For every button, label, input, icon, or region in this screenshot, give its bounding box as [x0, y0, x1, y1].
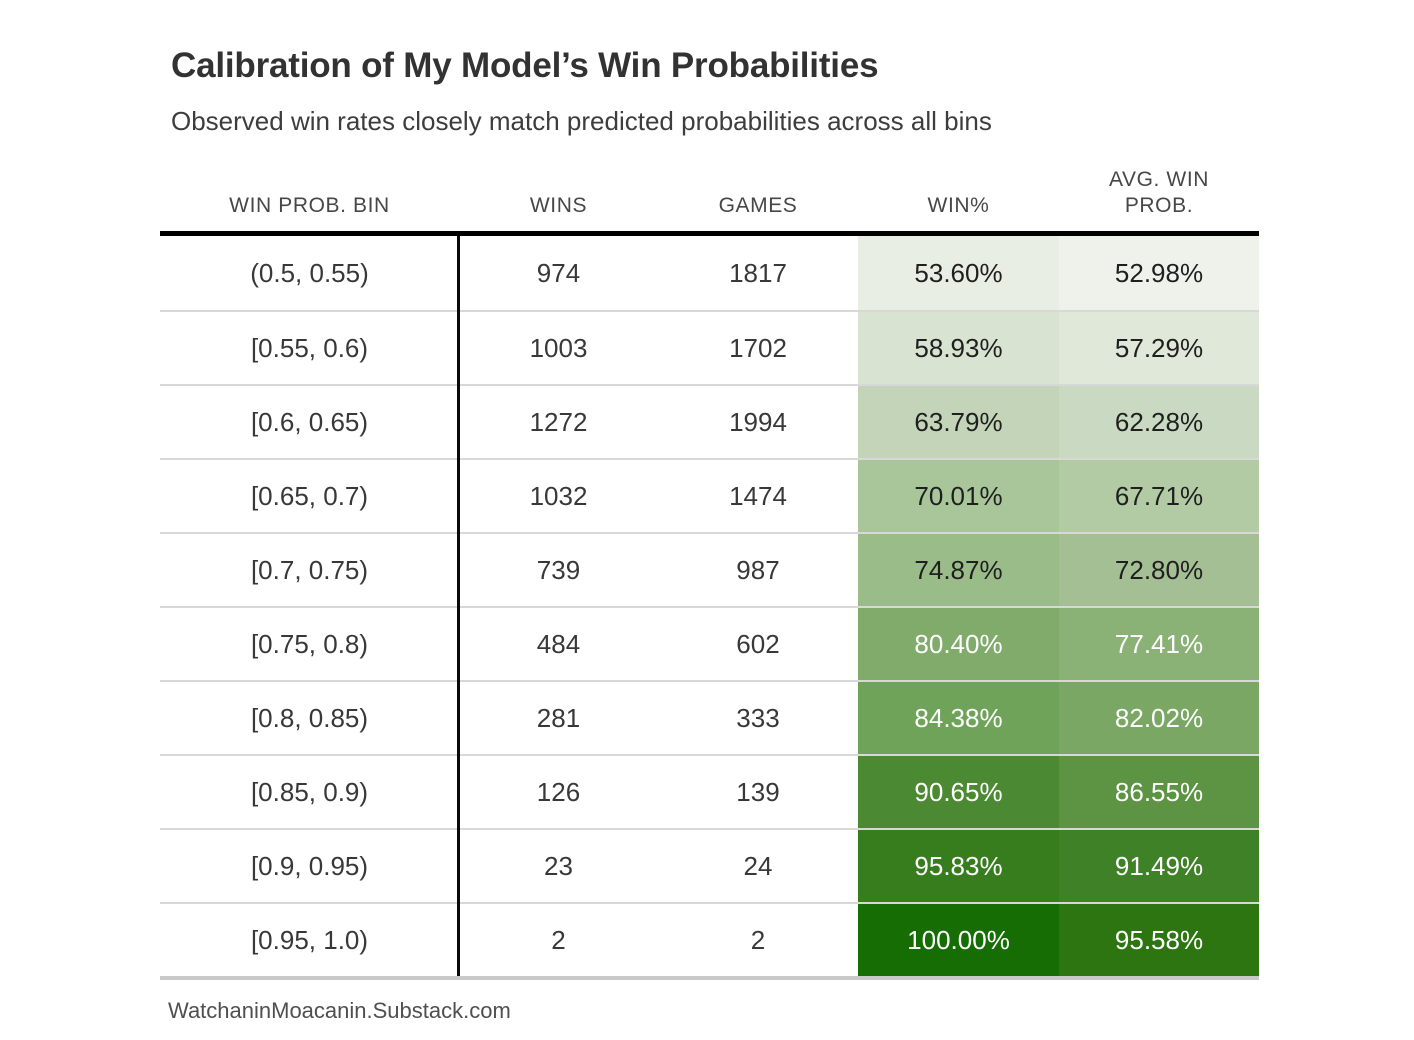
win-pct-cell: 63.79% [858, 386, 1059, 458]
win-pct-cell: 100.00% [858, 904, 1059, 976]
table-row: [0.7, 0.75) 739 987 74.87% 72.80% [160, 532, 1259, 606]
bin-cell: [0.65, 0.7) [250, 480, 369, 511]
table-row: [0.55, 0.6) 1003 1702 58.93% 57.29% [160, 310, 1259, 384]
games-cell: 139 [736, 776, 780, 807]
page-subtitle: Observed win rates closely match predict… [171, 106, 992, 136]
win-pct-cell: 84.38% [858, 682, 1059, 754]
table-row: [0.9, 0.95) 23 24 95.83% 91.49% [160, 828, 1259, 902]
avg-win-prob-cell: 72.80% [1059, 534, 1259, 606]
games-cell: 1474 [729, 480, 787, 511]
avg-win-prob-cell: 67.71% [1059, 460, 1259, 532]
wins-cell: 126 [536, 776, 581, 807]
table-row: [0.8, 0.85) 281 333 84.38% 82.02% [160, 680, 1259, 754]
avg-win-prob-cell: 82.02% [1059, 682, 1259, 754]
table-body: (0.5, 0.55) 974 1817 53.60% 52.98% [0.55… [160, 236, 1259, 980]
bin-cell: [0.75, 0.8) [250, 628, 369, 659]
bin-cell: [0.9, 0.95) [250, 850, 369, 881]
win-pct-cell: 90.65% [858, 756, 1059, 828]
games-cell: 987 [736, 554, 780, 585]
table-header-row: WIN PROB. BIN WINS GAMES WIN% AVG. WIN P… [160, 155, 1259, 236]
games-cell: 1817 [729, 257, 787, 288]
games-cell: 333 [736, 702, 780, 733]
wins-cell: 23 [544, 850, 573, 881]
wins-cell: 739 [536, 554, 581, 585]
calibration-table: WIN PROB. BIN WINS GAMES WIN% AVG. WIN P… [160, 155, 1259, 980]
wins-cell: 1032 [529, 480, 588, 511]
bin-cell: [0.7, 0.75) [250, 554, 369, 585]
avg-win-prob-cell: 57.29% [1059, 312, 1259, 384]
source-attribution: WatchaninMoacanin.Substack.com [168, 998, 511, 1023]
column-header-games: GAMES [718, 193, 798, 217]
wins-cell: 1272 [529, 406, 588, 437]
table-row: [0.95, 1.0) 2 2 100.00% 95.58% [160, 902, 1259, 976]
win-pct-cell: 58.93% [858, 312, 1059, 384]
wins-cell: 484 [536, 628, 581, 659]
games-cell: 2 [750, 924, 766, 955]
table-row: [0.75, 0.8) 484 602 80.40% 77.41% [160, 606, 1259, 680]
wins-cell: 974 [536, 257, 581, 288]
table-row: (0.5, 0.55) 974 1817 53.60% 52.98% [160, 236, 1259, 310]
win-pct-cell: 74.87% [858, 534, 1059, 606]
win-pct-cell: 70.01% [858, 460, 1059, 532]
wins-cell: 281 [536, 702, 581, 733]
avg-win-prob-cell: 86.55% [1059, 756, 1259, 828]
win-pct-cell: 80.40% [858, 608, 1059, 680]
bin-cell: [0.95, 1.0) [250, 924, 369, 955]
table-row: [0.85, 0.9) 126 139 90.65% 86.55% [160, 754, 1259, 828]
avg-win-prob-cell: 52.98% [1059, 236, 1259, 310]
column-divider-line [457, 236, 460, 976]
column-header-win-pct: WIN% [927, 193, 990, 217]
avg-win-prob-cell: 62.28% [1059, 386, 1259, 458]
games-cell: 602 [736, 628, 780, 659]
page-title: Calibration of My Model’s Win Probabilit… [171, 46, 879, 85]
column-header-win-prob-bin: WIN PROB. BIN [229, 193, 390, 217]
games-cell: 1702 [729, 332, 787, 363]
bin-cell: [0.6, 0.65) [250, 406, 369, 437]
wins-cell: 2 [551, 924, 566, 955]
games-cell: 24 [743, 850, 773, 881]
win-pct-cell: 95.83% [858, 830, 1059, 902]
wins-cell: 1003 [529, 332, 588, 363]
bin-cell: [0.85, 0.9) [250, 776, 369, 807]
column-header-avg-win-prob: AVG. WIN PROB. [1059, 167, 1259, 220]
avg-win-prob-cell: 95.58% [1059, 904, 1259, 976]
avg-win-prob-cell: 91.49% [1059, 830, 1259, 902]
win-pct-cell: 53.60% [858, 236, 1059, 310]
bin-cell: (0.5, 0.55) [250, 257, 369, 288]
bin-cell: [0.8, 0.85) [250, 702, 369, 733]
table-row: [0.65, 0.7) 1032 1474 70.01% 67.71% [160, 458, 1259, 532]
table-row: [0.6, 0.65) 1272 1994 63.79% 62.28% [160, 384, 1259, 458]
avg-win-prob-cell: 77.41% [1059, 608, 1259, 680]
column-header-avg-win-prob-label: AVG. WIN PROB. [1108, 167, 1210, 217]
column-header-wins: WINS [529, 193, 588, 217]
games-cell: 1994 [729, 406, 787, 437]
bin-cell: [0.55, 0.6) [250, 332, 369, 363]
